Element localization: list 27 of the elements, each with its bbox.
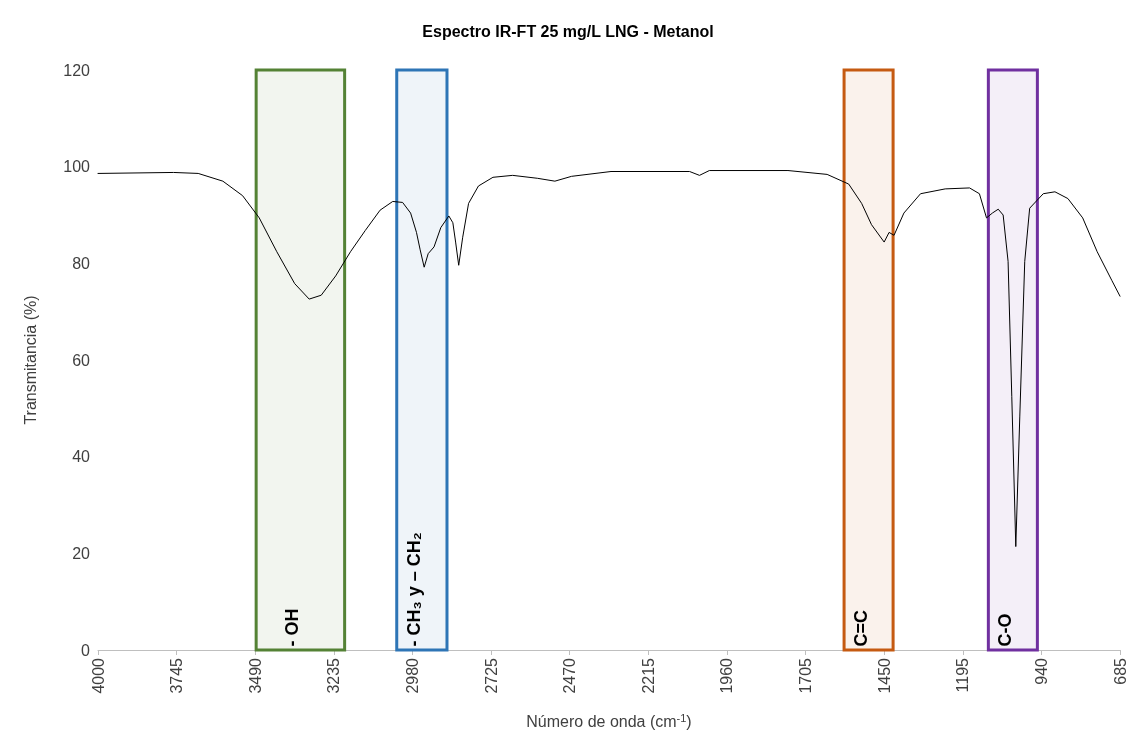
band-label: - CH₃ y – CH₂ (403, 532, 424, 647)
x-tick-label: 3745 (168, 657, 186, 694)
x-tick-label: 1705 (797, 657, 815, 694)
x-tick-label: 2725 (482, 657, 500, 694)
y-tick-label: 80 (72, 254, 91, 272)
y-tick-label: 0 (81, 641, 91, 659)
band-label: - OH (282, 608, 303, 647)
x-tick-label: 2470 (561, 657, 579, 694)
x-tick-label: 2215 (639, 657, 657, 694)
x-tick-label: 940 (1032, 657, 1050, 685)
y-tick-label: 100 (63, 158, 91, 176)
y-tick-label: 120 (63, 61, 91, 79)
x-tick-label: 1450 (875, 657, 893, 694)
x-tick-label: 685 (1111, 657, 1129, 685)
y-tick-label: 60 (72, 351, 91, 369)
x-tick-label: 3490 (246, 657, 264, 694)
x-tick-label: 4000 (89, 657, 107, 694)
x-tick-label: 1195 (954, 657, 972, 693)
x-tick-label: 3235 (325, 657, 343, 694)
y-tick-label: 40 (72, 448, 91, 466)
band-label: C-O (994, 613, 1015, 647)
x-tick-label: 1960 (718, 657, 736, 694)
band-label: C=C (850, 609, 871, 647)
x-tick-label: 2980 (403, 657, 421, 694)
y-tick-label: 20 (72, 544, 91, 562)
y-axis-title: Transmitancia (%) (21, 295, 39, 425)
chart-title: Espectro IR-FT 25 mg/L LNG - Metanol (422, 22, 714, 40)
